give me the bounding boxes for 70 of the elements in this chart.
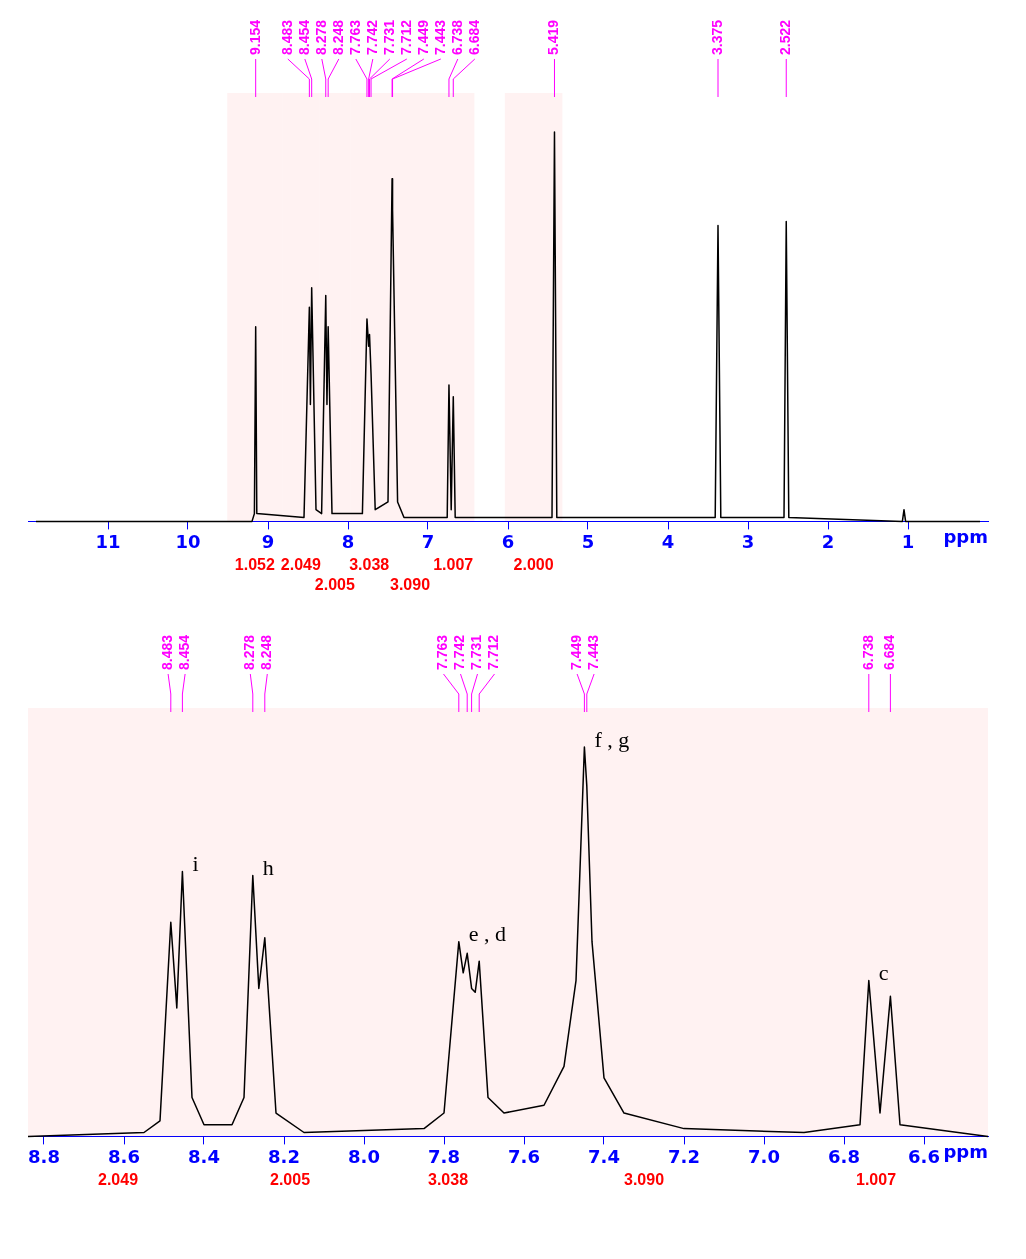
band-label: 2.005	[314, 575, 355, 593]
x-tick-label: 8.0	[348, 1145, 380, 1167]
band-label: 1.007	[433, 555, 474, 573]
x-tick-label: 8.2	[268, 1145, 300, 1167]
annotation: 8.483	[158, 634, 175, 670]
annotation: 3.375	[708, 19, 725, 55]
annotation: 7.742	[451, 634, 468, 670]
annotation: 6.738	[859, 634, 876, 670]
x-tick-label: 6	[501, 530, 515, 552]
x-tick-label: 8.4	[188, 1145, 220, 1167]
x-tick-label: 7.0	[748, 1145, 780, 1167]
x-tick-label: 11	[95, 530, 121, 552]
annotation: 2.522	[777, 19, 794, 55]
x-tick-label: 7.2	[668, 1145, 700, 1167]
annotation: 7.731	[468, 634, 485, 670]
annotation: 6.684	[465, 19, 482, 55]
x-tick-label: 7.6	[508, 1145, 540, 1167]
annotation: 8.278	[312, 19, 329, 55]
annotation: h	[262, 855, 274, 881]
annotation: 8.454	[295, 19, 312, 55]
annotation: i	[192, 851, 199, 877]
x-tick-label: 3	[741, 530, 755, 552]
band-label: 3.090	[623, 1170, 665, 1188]
x-tick-label: 1	[901, 530, 915, 552]
x-tick-label: 7.8	[428, 1145, 460, 1167]
band-label: 1.007	[855, 1170, 897, 1188]
annotation: 8.454	[175, 634, 192, 670]
band-label: 3.090	[389, 575, 431, 593]
annotation: 7.443	[431, 19, 448, 55]
x-axis-title: ppm	[943, 526, 988, 548]
annotation: 7.731	[380, 19, 397, 55]
annotation: 7.763	[434, 634, 451, 670]
band-label: 1.052	[234, 555, 275, 573]
annotation: f , g	[594, 726, 630, 752]
x-tick-label: 9	[261, 530, 275, 552]
annotation: 8.248	[258, 634, 275, 670]
x-tick-label: 6.8	[828, 1145, 860, 1167]
annotation: 6.684	[881, 634, 898, 670]
annotation: 7.449	[414, 19, 431, 55]
annotation: 6.738	[448, 19, 465, 55]
band-label: 2.000	[513, 555, 554, 573]
band-label: 2.049	[280, 555, 321, 573]
x-tick-label: 10	[175, 530, 201, 552]
annotation: 8.248	[329, 19, 346, 55]
annotation: c	[878, 960, 889, 986]
annotation: 7.742	[363, 19, 380, 55]
x-tick-label: 8.6	[108, 1145, 140, 1167]
annotation: 8.483	[278, 19, 295, 55]
annotation: 9.154	[246, 19, 263, 55]
x-tick-label: 4	[661, 530, 675, 552]
band-label: 2.005	[269, 1170, 311, 1188]
x-tick-label: 8.8	[28, 1145, 60, 1167]
annotation: e , d	[468, 921, 507, 947]
annotation: 7.443	[584, 634, 601, 670]
annotation: 7.449	[567, 634, 584, 670]
annotation: 7.712	[485, 634, 502, 670]
x-tick-label: 7	[421, 530, 435, 552]
x-tick-label: 7.4	[588, 1145, 620, 1167]
x-tick-label: 2	[821, 530, 835, 552]
x-tick-label: 6.6	[908, 1145, 940, 1167]
annotation: 5.419	[545, 19, 562, 55]
annotation: 8.278	[241, 634, 258, 670]
band-label: 2.049	[97, 1170, 139, 1188]
band-label: 3.038	[427, 1170, 469, 1188]
x-axis-title: ppm	[943, 1141, 988, 1163]
band-label: 3.038	[349, 555, 390, 573]
x-tick-label: 5	[581, 530, 595, 552]
x-tick-label: 8	[341, 530, 355, 552]
annotation: 7.712	[397, 19, 414, 55]
annotation: 7.763	[346, 19, 363, 55]
